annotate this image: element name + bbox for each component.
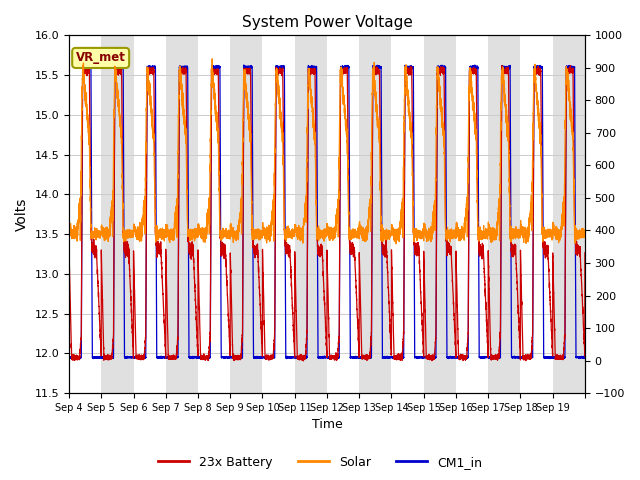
23x Battery [476, 242, 483, 248]
CM1_in [240, 62, 248, 68]
Line: 23x Battery: 23x Battery [69, 66, 585, 361]
CM1_in [393, 355, 401, 360]
Solar [392, 241, 400, 247]
Bar [230, 36, 262, 393]
Legend: 23x Battery, Solar, CM1_in: 23x Battery, Solar, CM1_in [153, 451, 487, 474]
CM1_in [476, 352, 483, 358]
CM1_in [300, 356, 308, 361]
Solar [65, 227, 73, 232]
Solar [252, 230, 260, 236]
23x Battery [581, 250, 589, 256]
Line: Solar: Solar [69, 59, 585, 244]
X-axis label: Time: Time [312, 419, 342, 432]
Solar [209, 56, 216, 61]
Bar [359, 36, 392, 393]
23x Battery [448, 256, 456, 262]
Bar [553, 36, 585, 393]
23x Battery [498, 63, 506, 69]
Bar [101, 36, 134, 393]
Line: CM1_in: CM1_in [69, 65, 585, 359]
23x Battery [371, 67, 378, 73]
23x Battery [91, 243, 99, 249]
Solar [393, 235, 401, 241]
23x Battery [393, 354, 401, 360]
Bar [295, 36, 327, 393]
Y-axis label: Volts: Volts [15, 198, 29, 231]
CM1_in [371, 64, 378, 70]
Title: System Power Voltage: System Power Voltage [241, 15, 412, 30]
Text: VR_met: VR_met [76, 51, 125, 64]
Bar [424, 36, 456, 393]
Bar [166, 36, 198, 393]
23x Battery [65, 249, 73, 254]
Bar [488, 36, 520, 393]
CM1_in [65, 354, 73, 360]
23x Battery [252, 251, 260, 256]
Solar [91, 234, 99, 240]
Solar [476, 227, 483, 232]
23x Battery [300, 358, 307, 364]
Solar [448, 229, 456, 235]
CM1_in [581, 354, 589, 360]
CM1_in [252, 354, 260, 360]
CM1_in [91, 355, 99, 361]
CM1_in [448, 355, 456, 360]
Solar [371, 91, 378, 96]
Solar [581, 227, 589, 233]
